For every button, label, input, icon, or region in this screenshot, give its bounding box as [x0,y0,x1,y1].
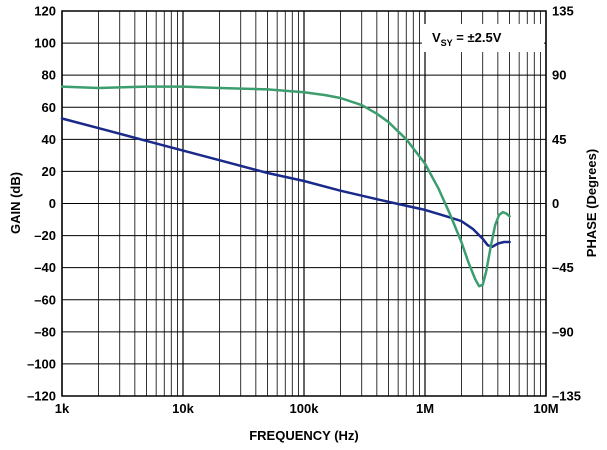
y2-tick-label: –135 [552,389,581,404]
y-tick-label: –40 [34,260,56,275]
y-tick-label: 60 [42,100,56,115]
x-tick-label: 10k [172,401,194,416]
y2-axis-title: PHASE (Degrees) [584,149,599,257]
x-tick-label: 1M [416,401,434,416]
y2-tick-label: 135 [552,4,574,19]
y-tick-label: 40 [42,132,56,147]
gain-series-line [60,117,511,249]
y-axis-title: GAIN (dB) [8,172,23,234]
x-axis-title: FREQUENCY (Hz) [249,428,359,443]
x-tick-label: 10M [533,401,558,416]
annotation-rest: = ±2.5V [453,30,502,45]
annotation-background [422,24,544,52]
y2-tick-label: 0 [552,196,559,211]
plot-frame [61,10,547,397]
y2-tick-label: 90 [552,68,566,83]
y-tick-label: 120 [34,4,56,19]
y-tick-labels: 120 100 80 60 40 20 0 –20 –40 –60 –80 –100 –120 [27,4,56,404]
x-tick-label: 100k [290,401,320,416]
y-tick-label: –20 [34,228,56,243]
y2-tick-label: –90 [552,324,574,339]
y-tick-label: 0 [49,196,56,211]
annotation-main: V [432,30,441,45]
y-tick-label: –120 [27,389,56,404]
y-tick-label: –100 [27,356,56,371]
annotation-box: VSY = ±2.5V [422,24,544,52]
x-tick-labels: 1k 10k 100k 1M 10M [55,401,559,416]
annotation-sub: SY [441,38,453,48]
y-tick-label: 100 [34,36,56,51]
y2-tick-label: 45 [552,132,566,147]
annotation-label: VSY = ±2.5V [432,30,502,48]
y-tick-label: –60 [34,292,56,307]
series-group [60,85,511,288]
y-tick-label: –80 [34,324,56,339]
y2-tick-labels: 135 90 45 0 –45 –90 –135 [552,4,581,404]
y-tick-label: 20 [42,164,56,179]
y-tick-label: 80 [42,68,56,83]
y2-tick-label: –45 [552,260,574,275]
phase-series-line [60,85,511,288]
x-tick-label: 1k [55,401,70,416]
